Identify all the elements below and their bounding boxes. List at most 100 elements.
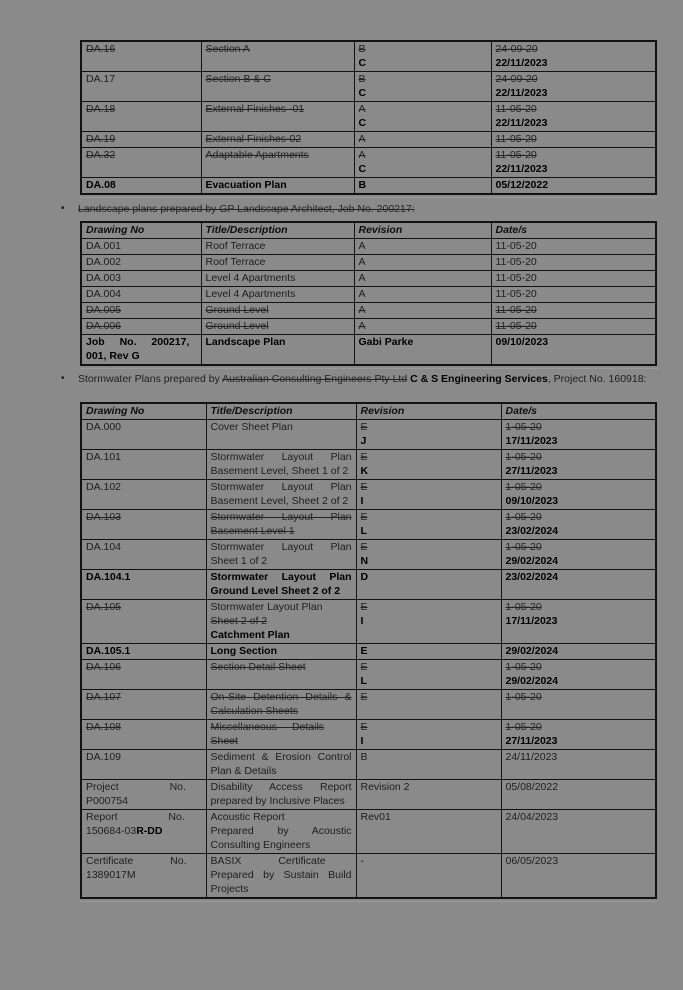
title-cell: Stormwater Layout Plan Basement Level 1 [205,509,357,540]
table-row: DA.101 Stormwater Layout Plan Basement Le… [80,449,657,480]
text-segment: 24/04/2023 [505,811,559,823]
revision-cell: E [355,689,502,720]
drawing-no-cell: DA.105 [80,599,207,644]
text-segment: DA.17 [86,73,116,85]
table-row: DA.08 Evacuation Plan B 05/12/2022 [80,177,657,195]
drawing-no-cell: DA.107 [80,689,207,720]
landscape-section-heading: • Landscape plans prepared by GP Landsca… [61,202,655,216]
text-segment: A [358,240,366,252]
drawing-no-cell: Job No. 200217, 001, Rev G [80,334,202,366]
table-row: DA.106 Section Detail Sheet E L 1-05-20 29/02… [80,659,657,690]
text-segment: 1-05-20 [505,721,542,733]
drawing-no-cell: DA.17 [80,71,202,102]
text-segment: Disability Access Report prepared by Inc… [210,781,352,807]
text-segment: 27/11/2023 [505,735,558,747]
table-row: DA.104 Stormwater Layout Plan Sheet 1 of … [80,539,657,570]
text-segment: Stormwater Layout Plan Basement Level 1 [210,511,352,537]
text-segment: DA.16 [86,43,116,55]
text-segment: DA.104 [86,541,122,553]
drawing-no-cell: DA.003 [80,270,202,287]
text-segment: A [358,133,366,145]
revision-cell: A [353,318,492,335]
text-segment: 09/10/2023 [495,336,549,348]
revision-cell: B [355,749,502,780]
table-row: DA.19 External Finishes-02 A 11-05-20 [80,131,657,148]
date-cell: 11-05-20 [490,302,657,319]
title-cell: Stormwater Layout Plan Sheet 1 of 2 [205,539,357,570]
text-segment: DA.107 [86,691,122,703]
text-segment: E [360,541,368,553]
text-segment: DA.32 [86,149,116,161]
text-segment: Section B & C [205,73,271,85]
text-segment: 29/02/2024 [505,645,559,657]
stormwater-plans-table-wrap: Drawing No Title/Description Revision Date/… [80,402,657,902]
date-cell: 1-05-20 27/11/2023 [500,449,657,480]
revision-cell: Gabi Parke [353,334,492,366]
text-segment: E [360,601,368,613]
text-segment: C [358,163,367,175]
drawing-no-cell: DA.106 [80,659,207,690]
drawing-no-cell: DA.101 [80,449,207,480]
text-segment: Report No. [86,811,185,823]
date-cell: 05/08/2022 [500,779,657,810]
text-segment: Rev01 [360,811,391,823]
title-cell: Adaptable Apartments [200,147,355,178]
table-row: DA.001 Roof Terrace A 11-05-20 [80,238,657,255]
drawing-no-cell: DA.005 [80,302,202,319]
table-row: DA.107 On-Site Detention Details & Calcul… [80,689,657,720]
text-segment: Acoustic Report [210,811,285,823]
title-cell: Ground Level [200,302,355,319]
date-cell: 29/02/2024 [500,643,657,660]
text-segment: K [360,465,369,477]
text-segment: 24/11/2023 [505,751,558,763]
date-cell: 24-09-20 22/11/2023 [490,71,657,102]
text-segment: Stormwater Layout Plan [210,601,323,613]
text-segment: Stormwater Layout Plan Ground Level Shee… [210,571,352,597]
drawing-no-cell: DA.16 [80,40,202,72]
text-segment: Sheet 2 of 2 [210,615,268,627]
text-segment: 29/02/2024 [505,675,559,687]
text-segment: 22/11/2023 [495,87,548,99]
date-cell: 1-05-20 29/02/2024 [500,659,657,690]
text-segment: Landscape Plan [205,336,286,348]
text-segment: DA.18 [86,103,116,115]
text-segment: External Finishes-02 [205,133,302,145]
text-segment: 17/11/2023 [505,615,558,627]
date-cell: 1-05-20 29/02/2024 [500,539,657,570]
column-header: Date/s [490,221,657,239]
text-segment: DA.19 [86,133,116,145]
revision-cell: A [353,131,492,148]
text-segment: 09/10/2023 [505,495,559,507]
text-segment: Catchment Plan [210,629,290,641]
date-cell: 11-05-20 [490,131,657,148]
text-segment: Section A [205,43,250,55]
title-cell: Level 4 Apartments [200,270,355,287]
date-cell: 11-05-20 [490,270,657,287]
revision-cell: A [353,238,492,255]
title-cell: Roof Terrace [200,254,355,271]
text-segment: Stormwater Layout Plan Sheet 1 of 2 [210,541,352,567]
text-segment: A [358,288,366,300]
text-segment: A [358,304,366,316]
text-segment: B [358,43,366,55]
bullet-icon: • [61,203,65,214]
text-segment: 11-05-20 [495,133,537,145]
text-segment: DA.108 [86,721,122,733]
text-segment: Australian Consulting Engineers Pty Ltd [222,373,408,385]
table-row: DA.17 Section B & C B C 24-09-20 22/11/2023 [80,71,657,102]
date-cell: 06/05/2023 [500,853,657,899]
text-segment: E [360,645,368,657]
title-cell: Ground Level [200,318,355,335]
drawing-no-cell: Report No. 150684-03R-DD [80,809,207,854]
text-segment: On-Site Detention Details & Calculation … [210,691,352,717]
title-cell: Stormwater Layout Plan Ground Level Shee… [205,569,357,600]
title-cell: Stormwater Layout Plan Basement Level, S… [205,449,357,480]
table-row: DA.105.1 Long Section E 29/02/2024 [80,643,657,660]
text-segment: Roof Terrace [205,256,266,268]
drawing-no-cell: DA.000 [80,419,207,450]
date-cell: 11-05-20 [490,286,657,303]
landscape-plans-table: Drawing No Title/Description Revision Date/… [80,221,657,366]
